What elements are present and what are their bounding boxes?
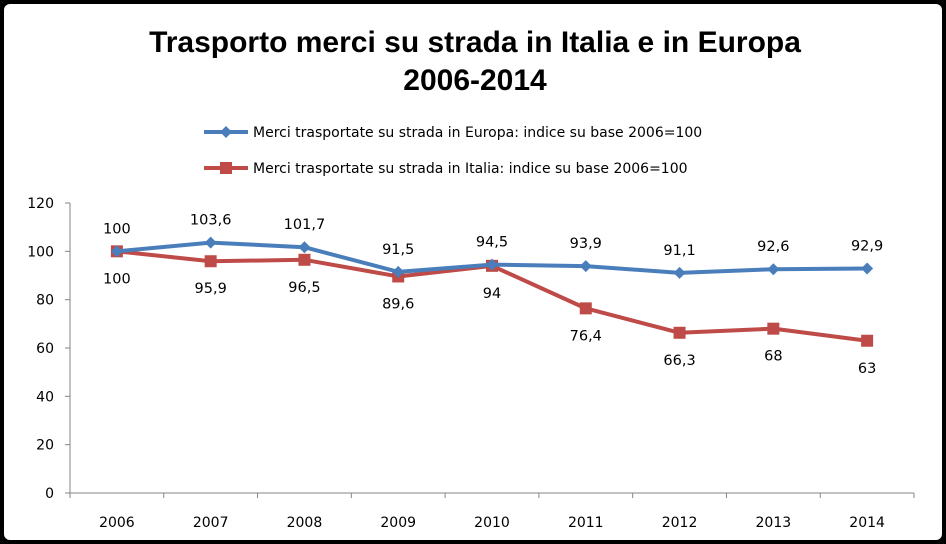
- legend-label-italia: Merci trasportate su strada in Italia: i…: [253, 161, 688, 177]
- point-italia: [673, 326, 686, 339]
- data-label-italia: 76,4: [570, 328, 602, 344]
- point-europe: [392, 265, 405, 278]
- legend-entry-europe: Merci trasportate su strada in Europa: i…: [204, 125, 702, 141]
- y-tick-label: 80: [36, 293, 54, 309]
- data-label-italia: 96,5: [288, 280, 320, 296]
- point-italia: [298, 253, 311, 266]
- point-italia: [767, 322, 780, 335]
- y-tick-label: 100: [27, 244, 54, 260]
- chart-frame: Trasporto merci su strada in Italia e in…: [4, 4, 942, 540]
- data-label-europe: 91,5: [382, 242, 414, 258]
- x-tick-label: 2008: [287, 515, 323, 531]
- legend-marker-europe: [220, 126, 232, 138]
- axes: 0 20 40 60 80 100 120 2006 2007 2008 2009 2010 2011 2…: [27, 196, 915, 531]
- x-tick-label: 2012: [662, 515, 698, 531]
- y-tick-label: 40: [36, 389, 54, 405]
- data-label-europe: 91,1: [663, 243, 695, 259]
- point-europe: [298, 241, 311, 254]
- chart-title: Trasporto merci su strada in Italia e in…: [149, 26, 801, 59]
- point-europe: [486, 258, 498, 271]
- legend-entry-italia: Merci trasportate su strada in Italia: i…: [204, 161, 688, 177]
- y-tick-label: 20: [36, 438, 54, 454]
- x-tick-label: 2009: [380, 515, 416, 531]
- x-tick-label: 2013: [756, 515, 792, 531]
- x-tick-label: 2010: [474, 515, 510, 531]
- y-tick-label: 60: [36, 341, 54, 357]
- x-tick-label: 2011: [568, 515, 604, 531]
- point-europe: [110, 245, 123, 258]
- data-label-europe: 92,6: [757, 239, 789, 255]
- data-label-italia: 95,9: [195, 281, 227, 297]
- x-tick-label: 2014: [849, 515, 885, 531]
- data-label-italia: 100: [103, 271, 131, 287]
- point-europe: [673, 266, 686, 279]
- data-label-europe: 92,9: [851, 238, 883, 254]
- data-label-italia: 94: [483, 286, 501, 302]
- line-chart: Trasporto merci su strada in Italia e in…: [27, 26, 915, 531]
- data-label-europe: 93,9: [570, 236, 602, 252]
- data-label-europe: 100: [103, 221, 131, 237]
- point-italia: [861, 334, 874, 347]
- legend-marker-italia: [220, 162, 232, 174]
- point-italia: [579, 302, 592, 315]
- point-europe: [204, 236, 217, 249]
- data-label-italia: 89,6: [382, 296, 414, 312]
- data-label-italia: 68: [764, 349, 782, 365]
- legend: Merci trasportate su strada in Europa: i…: [204, 125, 702, 177]
- data-label-europe: 101,7: [284, 217, 326, 233]
- legend-label-europe: Merci trasportate su strada in Europa: i…: [253, 125, 702, 141]
- x-tick-label: 2006: [99, 515, 135, 531]
- point-europe: [767, 263, 780, 276]
- point-europe: [579, 260, 592, 273]
- y-tick-label: 0: [45, 486, 54, 502]
- data-label-europe: 103,6: [190, 213, 232, 229]
- y-tick-label: 120: [27, 196, 54, 212]
- data-label-europe: 94,5: [476, 235, 508, 251]
- point-europe: [861, 262, 874, 275]
- x-tick-label: 2007: [193, 515, 229, 531]
- point-italia: [204, 255, 217, 268]
- chart-subtitle: 2006-2014: [403, 64, 547, 97]
- data-label-italia: 63: [858, 361, 876, 377]
- series-layer: [110, 236, 874, 347]
- data-label-italia: 66,3: [663, 353, 695, 369]
- data-labels: 100 95,9 96,5 89,6 94 76,4 66,3 68 63 100 103,6 101…: [103, 213, 883, 377]
